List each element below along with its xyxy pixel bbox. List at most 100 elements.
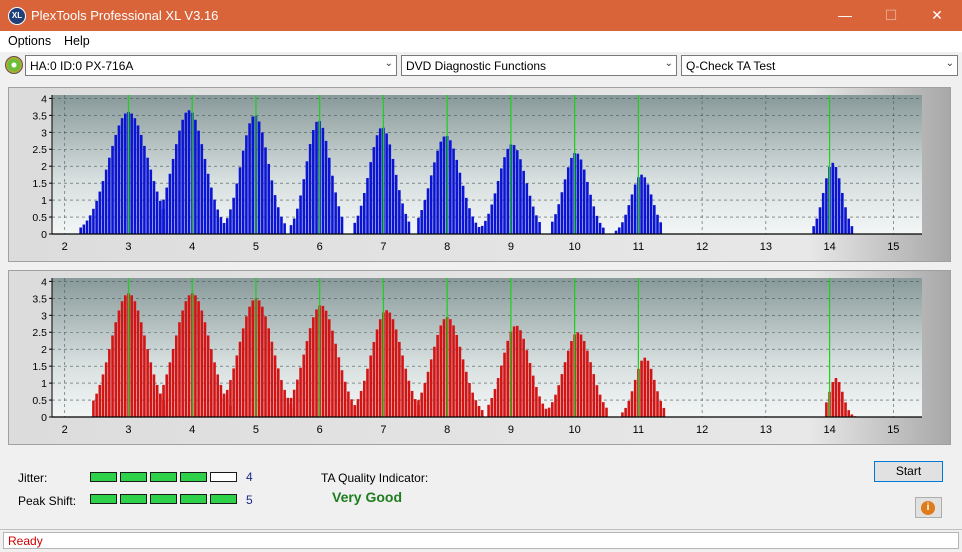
data-bar <box>589 194 592 234</box>
title-bar: XL PlexTools Professional XL V3.16 — ☐ ✕ <box>0 0 962 31</box>
peak-shift-value: 5 <box>246 493 253 507</box>
data-bar <box>554 214 557 234</box>
data-bar <box>273 195 277 234</box>
data-bar <box>229 209 232 234</box>
data-bar <box>149 169 153 234</box>
peak-shift-segment <box>120 494 147 504</box>
data-bar <box>98 191 102 234</box>
data-bar <box>261 132 264 234</box>
data-bar <box>487 213 490 234</box>
data-bar <box>324 310 328 417</box>
data-bar <box>187 295 191 417</box>
data-bar <box>582 169 586 234</box>
data-bar <box>270 180 274 234</box>
data-bar <box>649 194 653 234</box>
data-bar <box>363 380 366 417</box>
data-bar <box>474 222 478 234</box>
data-bar <box>261 306 264 417</box>
x-tick-label: 7 <box>380 241 386 253</box>
x-tick-label: 4 <box>189 241 195 253</box>
data-bar <box>308 328 312 417</box>
data-bar <box>407 221 411 234</box>
toolbar: HA:0 ID:0 PX-716A ⌄ DVD Diagnostic Funct… <box>0 52 962 79</box>
data-bar <box>834 167 838 234</box>
data-bar <box>216 374 220 417</box>
data-bar <box>844 207 847 234</box>
data-bar <box>302 354 306 417</box>
data-bar <box>222 397 226 417</box>
y-tick-label: 0.5 <box>32 395 47 407</box>
data-bar <box>149 362 153 417</box>
menu-options[interactable]: Options <box>8 34 52 48</box>
x-tick-label: 6 <box>317 424 323 436</box>
data-bar <box>649 368 653 417</box>
info-icon: i <box>921 501 935 515</box>
data-bar <box>627 205 631 234</box>
x-tick-label: 15 <box>887 241 899 253</box>
data-bar <box>95 200 98 234</box>
data-bar <box>296 379 299 417</box>
x-tick-label: 8 <box>444 424 450 436</box>
x-tick-label: 9 <box>508 424 514 436</box>
test-select[interactable]: Q-Check TA Test ⌄ <box>681 55 958 76</box>
data-bar <box>602 402 605 417</box>
data-bar <box>219 217 223 234</box>
close-button[interactable]: ✕ <box>931 7 943 23</box>
data-bar <box>162 384 165 417</box>
data-bar <box>235 183 239 234</box>
data-bar <box>630 194 634 234</box>
start-button[interactable]: Start <box>874 461 943 482</box>
data-bar <box>557 204 561 234</box>
data-bar <box>92 400 95 417</box>
peak-shift-segment <box>180 494 207 504</box>
data-bar <box>410 390 414 417</box>
data-bar <box>292 218 296 234</box>
data-bar <box>429 175 433 234</box>
data-bar <box>831 382 835 417</box>
function-select[interactable]: DVD Diagnostic Functions ⌄ <box>401 55 677 76</box>
data-bar <box>340 216 344 234</box>
data-bar <box>372 147 376 234</box>
data-bar <box>181 119 184 234</box>
data-bar <box>592 206 596 234</box>
x-tick-label: 10 <box>569 424 581 436</box>
data-bar <box>152 181 156 234</box>
minimize-button[interactable]: — <box>838 7 852 23</box>
data-bar <box>433 346 436 417</box>
data-bar <box>850 414 854 417</box>
data-bar <box>200 144 204 234</box>
data-bar <box>248 306 251 417</box>
data-bar <box>496 378 500 417</box>
data-bar <box>251 116 255 234</box>
data-bar <box>280 216 283 234</box>
data-bar <box>238 167 242 234</box>
data-bar <box>273 355 277 417</box>
data-bar <box>522 170 525 234</box>
menu-help[interactable]: Help <box>64 34 90 48</box>
x-tick-label: 10 <box>569 241 581 253</box>
x-tick-label: 13 <box>760 241 772 253</box>
data-bar <box>624 214 627 234</box>
y-tick-label: 2 <box>41 344 47 356</box>
data-bar <box>452 325 455 417</box>
maximize-button[interactable]: ☐ <box>884 7 898 23</box>
data-bar <box>455 159 459 234</box>
data-bar <box>586 181 589 234</box>
data-bar <box>831 162 835 234</box>
data-bar <box>538 222 541 234</box>
data-bar <box>152 374 156 417</box>
data-bar <box>653 379 656 417</box>
data-bar <box>264 316 267 417</box>
data-bar <box>289 397 293 417</box>
y-tick-label: 2.5 <box>32 327 47 339</box>
info-button[interactable]: i <box>915 497 942 518</box>
drive-select[interactable]: HA:0 ID:0 PX-716A ⌄ <box>25 55 397 76</box>
jitter-segment <box>120 472 147 482</box>
x-tick-label: 2 <box>62 424 68 436</box>
data-bar <box>270 341 274 417</box>
data-bar <box>308 144 312 234</box>
data-bar <box>442 319 446 417</box>
data-bar <box>200 310 204 417</box>
data-bar <box>837 178 841 234</box>
y-tick-label: 0.5 <box>32 212 47 224</box>
